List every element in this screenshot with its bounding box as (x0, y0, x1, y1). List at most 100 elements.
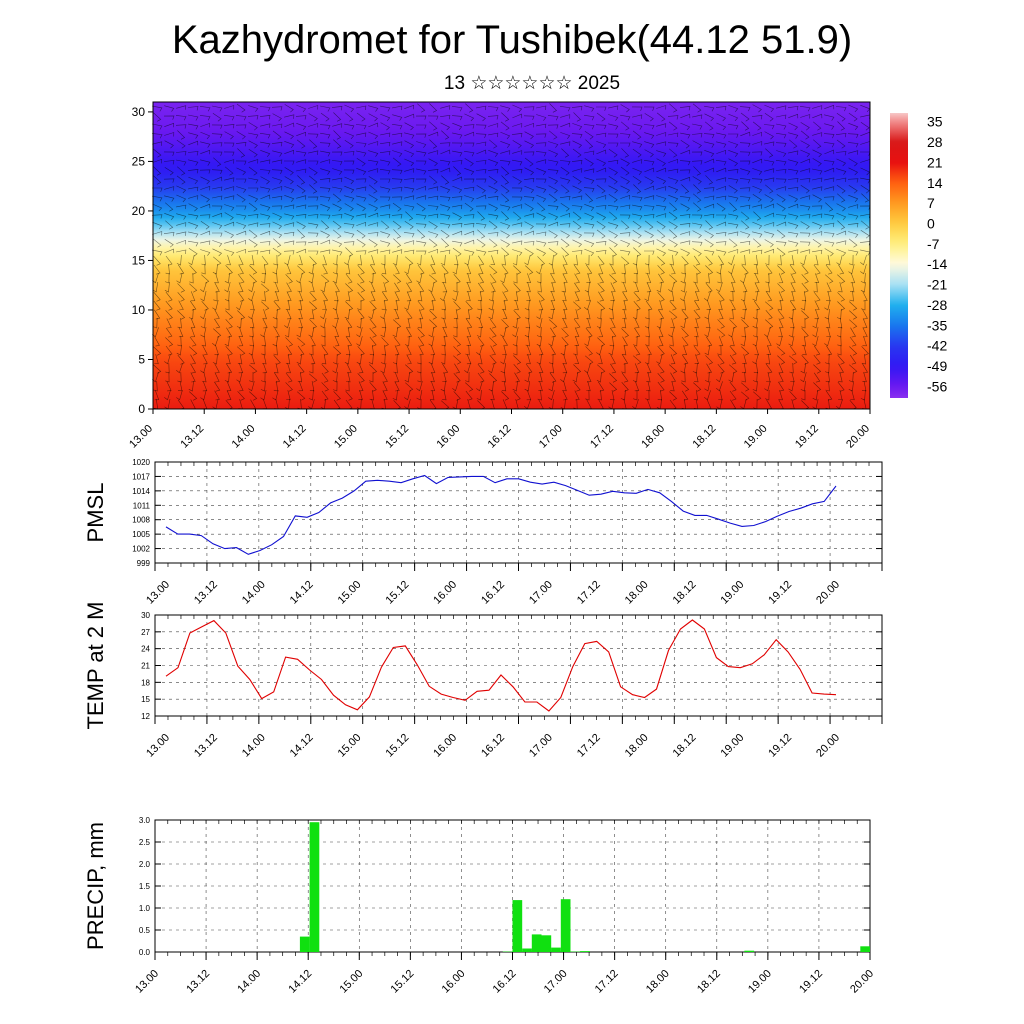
x-tick-label: 16.12 (479, 732, 507, 760)
x-tick-label: 14.00 (235, 968, 263, 996)
x-tick-label: 18.12 (671, 579, 699, 607)
x-tick-label: 18.00 (644, 968, 672, 996)
y-tick-label: 10 (132, 303, 146, 317)
precip-bar (522, 948, 532, 952)
x-tick-label: 16.00 (440, 968, 468, 996)
x-tick-label: 19.00 (718, 579, 746, 607)
x-tick-label: 16.00 (431, 732, 459, 760)
x-tick-label: 18.12 (671, 732, 699, 760)
precip-bar (299, 936, 310, 952)
y-tick-label: 1002 (132, 545, 150, 554)
y-tick-label: 999 (137, 559, 151, 568)
x-tick-label: 14.00 (230, 423, 258, 451)
precip-bar (512, 900, 523, 952)
colorbar-label: 21 (927, 154, 943, 170)
x-tick-label: 17.00 (537, 423, 565, 451)
x-tick-label: 15.12 (389, 968, 417, 996)
x-tick-label: 13.12 (192, 579, 220, 607)
colorbar-label: -42 (927, 338, 947, 354)
y-tick-label: 30 (141, 611, 150, 620)
y-tick-label: 15 (141, 695, 150, 704)
x-tick-label: 17.12 (575, 579, 603, 607)
x-tick-label: 14.12 (281, 423, 309, 451)
x-tick-label: 15.00 (332, 423, 360, 451)
cross-section-field (153, 102, 870, 409)
precip-bar (531, 934, 542, 952)
x-tick-label: 17.00 (542, 968, 570, 996)
y-tick-label: 1014 (132, 487, 150, 496)
colorbar-label: 0 (927, 216, 935, 232)
precip-bar (860, 946, 870, 952)
x-tick-label: 18.00 (623, 732, 651, 760)
chart-title: Kazhydromet for Tushibek(44.12 51.9) (171, 18, 853, 62)
y-tick-label: 15 (132, 253, 146, 267)
y-tick-label: 1008 (132, 516, 150, 525)
x-tick-label: 16.12 (479, 579, 507, 607)
x-tick-label: 16.00 (431, 579, 459, 607)
x-tick-label: 18.12 (691, 423, 719, 451)
x-tick-label: 14.12 (288, 732, 316, 760)
x-tick-label: 20.00 (848, 968, 876, 996)
y-tick-label: 24 (141, 645, 150, 654)
pmsl-frame (154, 461, 883, 564)
y-tick-label: 1017 (132, 472, 150, 481)
x-tick-label: 13.12 (178, 423, 206, 451)
x-tick-label: 17.12 (575, 732, 603, 760)
y-tick-label: 1.0 (139, 904, 151, 913)
y-tick-label: 0.0 (139, 948, 151, 957)
precip-bar (580, 951, 590, 952)
colorbar-label: -21 (927, 277, 947, 293)
precip-ylabel: PRECIP, mm (83, 822, 108, 950)
y-tick-label: 2.5 (139, 838, 151, 847)
y-tick-label: 1005 (132, 530, 150, 539)
x-tick-label: 14.12 (288, 579, 316, 607)
x-tick-label: 16.00 (434, 423, 462, 451)
x-tick-label: 13.00 (127, 423, 155, 451)
y-tick-label: 2.0 (139, 860, 151, 869)
wind-barbs (151, 103, 871, 410)
x-tick-label: 17.12 (593, 968, 621, 996)
y-tick-label: 18 (141, 678, 150, 687)
x-tick-label: 15.12 (383, 579, 411, 607)
colorbar-label: 28 (927, 134, 943, 150)
x-tick-label: 13.12 (192, 732, 220, 760)
x-tick-label: 14.00 (240, 732, 268, 760)
colorbar-label: -49 (927, 358, 947, 374)
temp-frame (154, 614, 883, 717)
x-tick-label: 20.00 (844, 423, 872, 451)
x-tick-label: 16.12 (486, 423, 514, 451)
y-tick-label: 12 (141, 712, 150, 721)
precip-bar (541, 935, 552, 952)
x-tick-label: 14.00 (240, 579, 268, 607)
x-tick-label: 19.12 (793, 423, 821, 451)
x-tick-label: 19.12 (766, 579, 794, 607)
precip-bar (309, 822, 320, 952)
x-tick-label: 13.00 (133, 968, 161, 996)
temp-series-line (165, 619, 837, 712)
temp-ylabel: TEMP at 2 M (83, 602, 108, 730)
colorbar (890, 113, 908, 398)
x-tick-label: 17.00 (527, 732, 555, 760)
colorbar-label: -56 (927, 378, 947, 394)
x-tick-label: 17.00 (527, 579, 555, 607)
precip-bar (744, 950, 755, 952)
colorbar-label: -28 (927, 297, 947, 313)
y-tick-label: 1.5 (139, 882, 151, 891)
x-tick-label: 20.00 (814, 732, 842, 760)
y-tick-label: 3.0 (139, 816, 151, 825)
x-tick-label: 20.00 (814, 579, 842, 607)
x-tick-label: 19.00 (718, 732, 746, 760)
x-tick-label: 15.00 (337, 968, 365, 996)
precip-bar (560, 899, 571, 952)
y-tick-label: 25 (132, 154, 146, 168)
precip-bar (551, 947, 561, 952)
x-tick-label: 19.12 (797, 968, 825, 996)
colorbar-label: 14 (927, 175, 943, 191)
x-tick-label: 14.12 (286, 968, 314, 996)
x-tick-label: 13.12 (184, 968, 212, 996)
x-tick-label: 19.12 (766, 732, 794, 760)
y-tick-label: 0.5 (139, 926, 151, 935)
colorbar-label: -7 (927, 236, 940, 252)
